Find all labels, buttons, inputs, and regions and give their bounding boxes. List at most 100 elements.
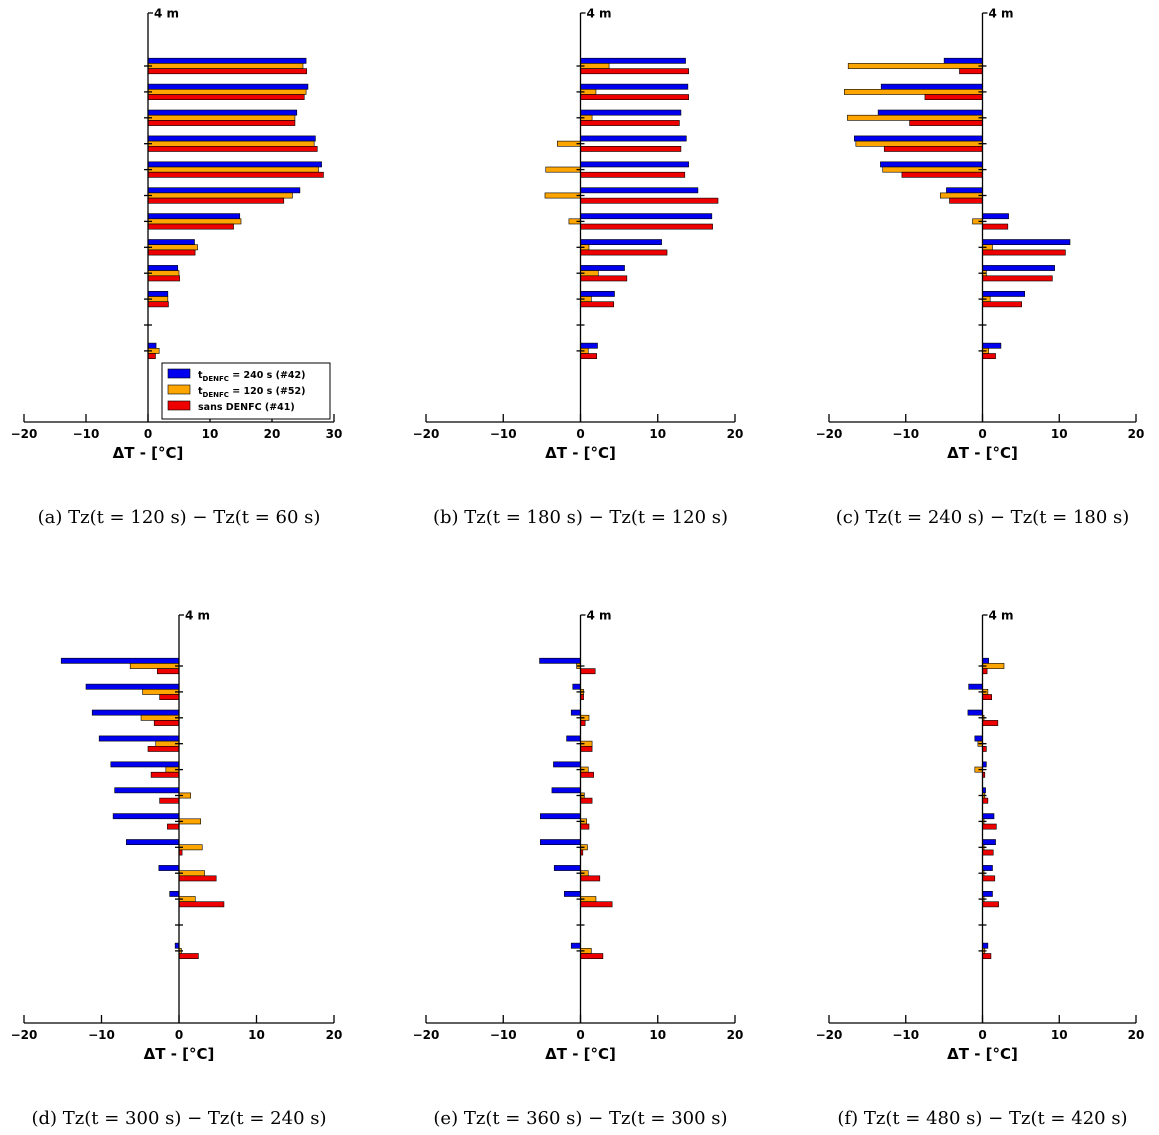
bar-sans-6 (147, 223, 234, 230)
bar-sans-6 (982, 823, 997, 830)
caption: (b) Tz(t = 180 s) − Tz(t = 120 s) (433, 507, 728, 528)
bar-s120-0 (847, 63, 983, 69)
bar-s120-5 (939, 192, 983, 199)
bar-s120-1 (142, 688, 180, 695)
bar-s240-8 (147, 265, 179, 271)
chart-c: 4 m −20 −10 0 10 20 ΔT - [°C] (c) Tz(t = 240 s)… (816, 7, 1145, 529)
bar-s240-5 (580, 187, 699, 194)
bar-sans-11 (147, 353, 156, 359)
bar-s240-4 (880, 161, 983, 168)
bar-sans-6 (982, 223, 1009, 230)
bar-s240-3 (580, 135, 687, 142)
bar-s240-3 (854, 135, 983, 142)
bar-s240-11 (580, 342, 598, 349)
x-tick-label: 20 (1128, 1028, 1145, 1042)
bar-s240-2 (877, 109, 983, 116)
bar-s240-0 (943, 57, 983, 64)
bar-s120-2 (847, 114, 983, 121)
bar-s120-4 (882, 166, 983, 173)
x-tick-label: −20 (413, 427, 440, 441)
x-tick-label: −10 (73, 427, 100, 441)
x-tick-label: −10 (490, 427, 517, 441)
bar-sans-8 (580, 275, 628, 282)
bar-sans-11 (178, 953, 199, 959)
bar-s240-4 (147, 161, 322, 168)
x-tick-label: 10 (1051, 1028, 1068, 1042)
bar-sans-9 (982, 301, 1022, 308)
chart-f: 4 m −20 −10 0 10 20 ΔT - [°C] (f) Tz(t = 480 s)… (816, 609, 1145, 1130)
bar-s240-9 (563, 890, 581, 897)
x-tick-label: 10 (1051, 427, 1068, 441)
bar-sans-8 (147, 275, 180, 282)
chart-d: 4 m −20 −10 0 10 20 ΔT - [°C] (d) Tz(t = 300 s)… (11, 609, 343, 1130)
bar-s240-4 (110, 761, 180, 768)
bar-s240-11 (570, 942, 581, 949)
bar-s240-6 (982, 813, 995, 820)
bar-s240-1 (85, 683, 180, 690)
legend-label-sans: sans DENFC (#41) (198, 402, 295, 413)
bar-sans-5 (949, 197, 983, 204)
bar-s120-0 (580, 63, 610, 69)
legend-label-s120: tDENFC = 120 s (#52) (198, 386, 305, 399)
bar-sans-0 (157, 668, 180, 675)
x-tick-label: 10 (649, 427, 666, 441)
bar-s240-6 (147, 213, 241, 220)
x-tick-label: 0 (144, 427, 152, 441)
bar-s240-8 (158, 865, 180, 871)
bar-s240-3 (974, 735, 983, 742)
bar-sans-3 (883, 146, 983, 152)
bar-s240-5 (147, 187, 301, 194)
bar-s120-0 (129, 663, 180, 669)
bar-s240-3 (98, 735, 180, 742)
x-tick-label: 0 (978, 1028, 986, 1042)
bar-sans-3 (580, 146, 682, 152)
bar-sans-0 (580, 668, 596, 675)
bar-s240-9 (169, 890, 180, 897)
bar-sans-5 (580, 197, 719, 204)
bar-sans-8 (178, 875, 217, 882)
bar-sans-6 (580, 223, 713, 230)
bar-sans-9 (580, 901, 613, 908)
bar-sans-0 (580, 68, 689, 75)
bar-s240-8 (553, 865, 581, 871)
bar-sans-7 (982, 849, 994, 856)
bar-s240-5 (551, 787, 581, 794)
bar-sans-5 (580, 797, 593, 804)
bar-s120-0 (147, 63, 304, 69)
bar-sans-3 (580, 745, 593, 752)
x-axis-label: ΔT - [°C] (144, 1045, 215, 1063)
bar-s240-9 (580, 290, 615, 297)
bar-sans-1 (924, 94, 983, 100)
x-tick-label: 10 (202, 427, 219, 441)
x-tick-label: −10 (892, 427, 919, 441)
bar-s240-11 (147, 342, 157, 349)
bar-s240-8 (982, 265, 1055, 271)
height-label: 4 m (185, 609, 210, 623)
bar-sans-1 (147, 94, 305, 100)
x-tick-label: −20 (413, 1028, 440, 1042)
bar-s120-6 (147, 218, 242, 225)
bar-s240-8 (982, 865, 993, 871)
bar-sans-4 (580, 771, 594, 778)
bar-s240-1 (880, 83, 983, 90)
bar-sans-7 (982, 249, 1066, 256)
caption: (c) Tz(t = 240 s) − Tz(t = 180 s) (836, 507, 1130, 528)
bar-sans-8 (982, 275, 1053, 282)
x-axis-label: ΔT - [°C] (947, 1045, 1018, 1063)
bar-sans-4 (901, 171, 983, 178)
bar-sans-8 (982, 875, 996, 882)
bar-s240-8 (580, 265, 625, 271)
bar-sans-0 (147, 68, 308, 75)
x-axis-label: ΔT - [°C] (113, 444, 184, 462)
bar-s240-1 (572, 683, 581, 690)
bar-s120-5 (544, 192, 581, 199)
bar-s240-2 (580, 109, 682, 116)
bar-sans-2 (580, 120, 680, 126)
legend-swatch-s240 (167, 368, 191, 379)
bar-sans-1 (159, 694, 180, 700)
bar-s240-1 (147, 83, 309, 90)
bar-s240-0 (982, 657, 989, 664)
bar-sans-2 (982, 720, 999, 726)
bar-sans-4 (150, 771, 180, 778)
